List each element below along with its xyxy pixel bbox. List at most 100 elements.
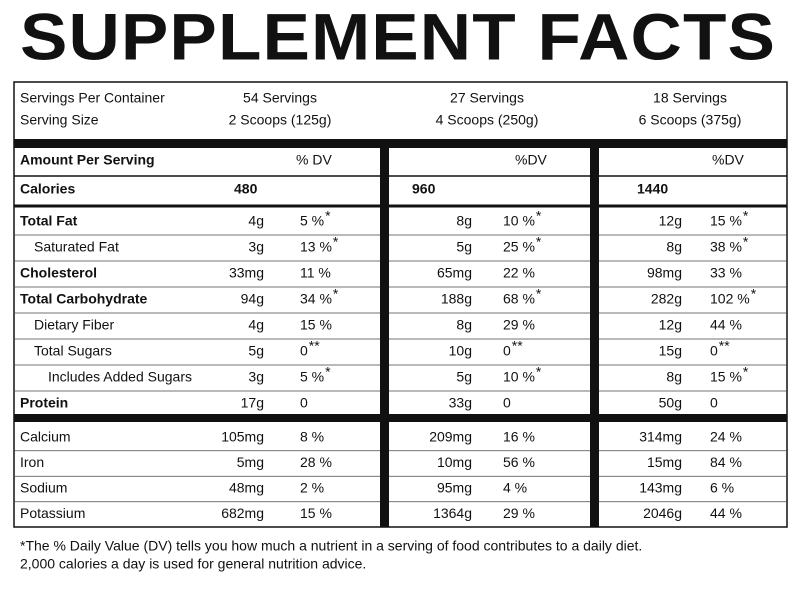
daily-value: 22 % xyxy=(503,265,535,281)
amount: 8g xyxy=(666,369,682,385)
footnote-mark: * xyxy=(536,286,542,302)
footnote: 2,000 calories a day is used for general… xyxy=(20,556,366,572)
daily-value: 13 % xyxy=(300,239,332,255)
serving-size-label: Serving Size xyxy=(20,112,99,128)
daily-value: 68 % xyxy=(503,291,535,307)
daily-value: 38 % xyxy=(710,239,742,255)
thick-rule xyxy=(14,139,787,148)
footnote-mark: ** xyxy=(719,338,730,354)
daily-value: 56 % xyxy=(503,454,535,470)
nutrient-label: Total Fat xyxy=(20,213,78,229)
daily-value: 8 % xyxy=(300,429,324,445)
daily-value: 15 % xyxy=(710,369,742,385)
daily-value: 84 % xyxy=(710,454,742,470)
footnote-mark: * xyxy=(536,364,542,380)
daily-value: 15 % xyxy=(300,317,332,333)
amount: 3g xyxy=(248,369,264,385)
daily-value: 24 % xyxy=(710,429,742,445)
amount: 15mg xyxy=(647,454,682,470)
amount: 105mg xyxy=(221,429,264,445)
amount: 209mg xyxy=(429,429,472,445)
amount: 10g xyxy=(449,343,472,359)
daily-value: 16 % xyxy=(503,429,535,445)
serving-size: 6 Scoops (375g) xyxy=(639,112,742,128)
amount: 10mg xyxy=(437,454,472,470)
daily-value: 29 % xyxy=(503,505,535,521)
amount: 5mg xyxy=(237,454,264,470)
nutrient-label: Protein xyxy=(20,395,68,411)
daily-value: 25 % xyxy=(503,239,535,255)
daily-value: 44 % xyxy=(710,317,742,333)
servings: 18 Servings xyxy=(653,90,727,106)
amount-label: Amount Per Serving xyxy=(20,152,155,168)
amount: 143mg xyxy=(639,480,682,496)
thick-rule xyxy=(14,414,787,422)
daily-value: 28 % xyxy=(300,454,332,470)
footnote-mark: * xyxy=(743,234,749,250)
nutrient-label: Potassium xyxy=(20,505,85,521)
dv-header: %DV xyxy=(515,152,548,168)
amount: 5g xyxy=(248,343,264,359)
amount: 682mg xyxy=(221,505,264,521)
calories: 480 xyxy=(234,181,258,197)
amount: 314mg xyxy=(639,429,682,445)
daily-value: 102 % xyxy=(710,291,750,307)
title: SUPPLEMENT FACTS xyxy=(20,0,776,73)
amount: 48mg xyxy=(229,480,264,496)
amount: 98mg xyxy=(647,265,682,281)
nutrient-label: Cholesterol xyxy=(20,265,97,281)
column-divider xyxy=(380,139,389,527)
footnote-mark: * xyxy=(333,286,339,302)
nutrient-label: Sodium xyxy=(20,480,67,496)
daily-value: 5 % xyxy=(300,213,324,229)
daily-value: 0 xyxy=(300,395,308,411)
amount: 188g xyxy=(441,291,472,307)
daily-value: 15 % xyxy=(300,505,332,521)
amount: 8g xyxy=(456,213,472,229)
nutrient-label: Total Carbohydrate xyxy=(20,291,148,307)
amount: 282g xyxy=(651,291,682,307)
amount: 95mg xyxy=(437,480,472,496)
daily-value: 34 % xyxy=(300,291,332,307)
column-divider xyxy=(590,139,599,527)
footnote-mark: * xyxy=(325,364,331,380)
footnote-mark: * xyxy=(536,234,542,250)
daily-value: 0 xyxy=(503,343,511,359)
daily-value: 4 % xyxy=(503,480,527,496)
nutrient-label: Calcium xyxy=(20,429,71,445)
footnote-mark: ** xyxy=(309,338,320,354)
footnote: *The % Daily Value (DV) tells you how mu… xyxy=(20,538,642,554)
amount: 65mg xyxy=(437,265,472,281)
amount: 12g xyxy=(659,213,682,229)
daily-value: 2 % xyxy=(300,480,324,496)
border xyxy=(13,81,788,528)
amount: 5g xyxy=(456,239,472,255)
daily-value: 29 % xyxy=(503,317,535,333)
amount: 94g xyxy=(241,291,264,307)
daily-value: 0 xyxy=(710,395,718,411)
daily-value: 0 xyxy=(710,343,718,359)
footnote-mark: * xyxy=(751,286,757,302)
amount: 4g xyxy=(248,213,264,229)
nutrient-label: Dietary Fiber xyxy=(34,317,114,333)
amount: 1364g xyxy=(433,505,472,521)
servings: 27 Servings xyxy=(450,90,524,106)
amount: 15g xyxy=(659,343,682,359)
amount: 4g xyxy=(248,317,264,333)
nutrient-label: Iron xyxy=(20,454,44,470)
daily-value: 6 % xyxy=(710,480,734,496)
dv-header: % DV xyxy=(296,152,332,168)
footnote-mark: * xyxy=(743,364,749,380)
nutrient-label: Includes Added Sugars xyxy=(48,369,192,385)
daily-value: 11 % xyxy=(300,265,331,281)
servings: 54 Servings xyxy=(243,90,317,106)
nutrient-label: Total Sugars xyxy=(34,343,112,359)
daily-value: 5 % xyxy=(300,369,324,385)
footnote-mark: ** xyxy=(512,338,523,354)
servings-label: Servings Per Container xyxy=(20,90,165,106)
daily-value: 15 % xyxy=(710,213,742,229)
daily-value: 0 xyxy=(503,395,511,411)
amount: 8g xyxy=(456,317,472,333)
